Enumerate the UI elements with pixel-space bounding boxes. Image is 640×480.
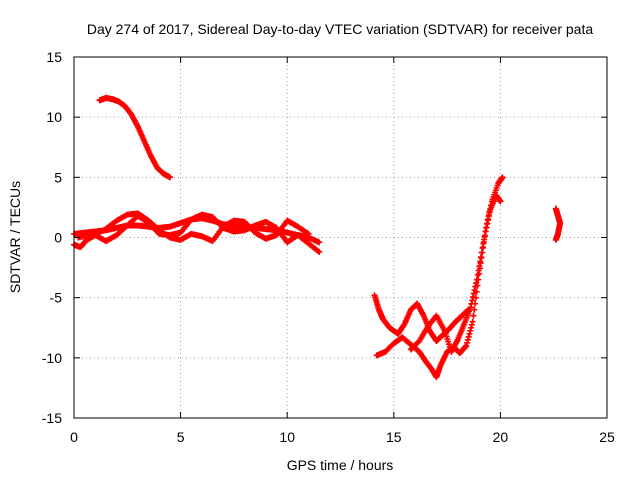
series-arc-low-3 [75,210,312,245]
data-point [316,239,323,246]
y-tick-label: 10 [46,109,62,125]
gridlines [74,57,607,418]
y-tick-label: 0 [54,230,62,246]
data-point [469,318,476,325]
data-point [499,174,506,181]
y-tick-label: 5 [54,169,62,185]
x-tick-label: 25 [599,429,615,445]
y-tick-label: -15 [42,410,62,426]
data-points [71,94,564,381]
data-point [497,198,504,205]
series-arc-late [552,205,564,243]
data-point [166,174,173,181]
x-tick-label: 0 [70,429,78,445]
data-point [470,312,477,319]
y-tick-label: -5 [50,290,63,306]
data-point [305,230,312,237]
x-tick-label: 15 [386,429,402,445]
series-arc-high [96,94,173,181]
data-point [316,248,323,255]
x-tick-label: 20 [493,429,509,445]
x-axis-label: GPS time / hours [287,457,394,473]
axis-ticks: 0 5 10 15 20 25 -15 -10 -5 0 5 10 15 [42,49,615,445]
x-tick-label: 10 [279,429,295,445]
series-arc-evening-1 [371,292,472,344]
series-arc-evening-3 [407,192,504,355]
data-point [552,236,559,243]
chart-title: Day 274 of 2017, Sidereal Day-to-day VTE… [87,21,594,37]
plot-frame [73,56,608,419]
y-tick-label: 15 [46,49,62,65]
x-tick-label: 5 [177,429,185,445]
y-axis-label: SDTVAR / TECUs [7,181,23,293]
y-tick-label: -10 [42,350,62,366]
